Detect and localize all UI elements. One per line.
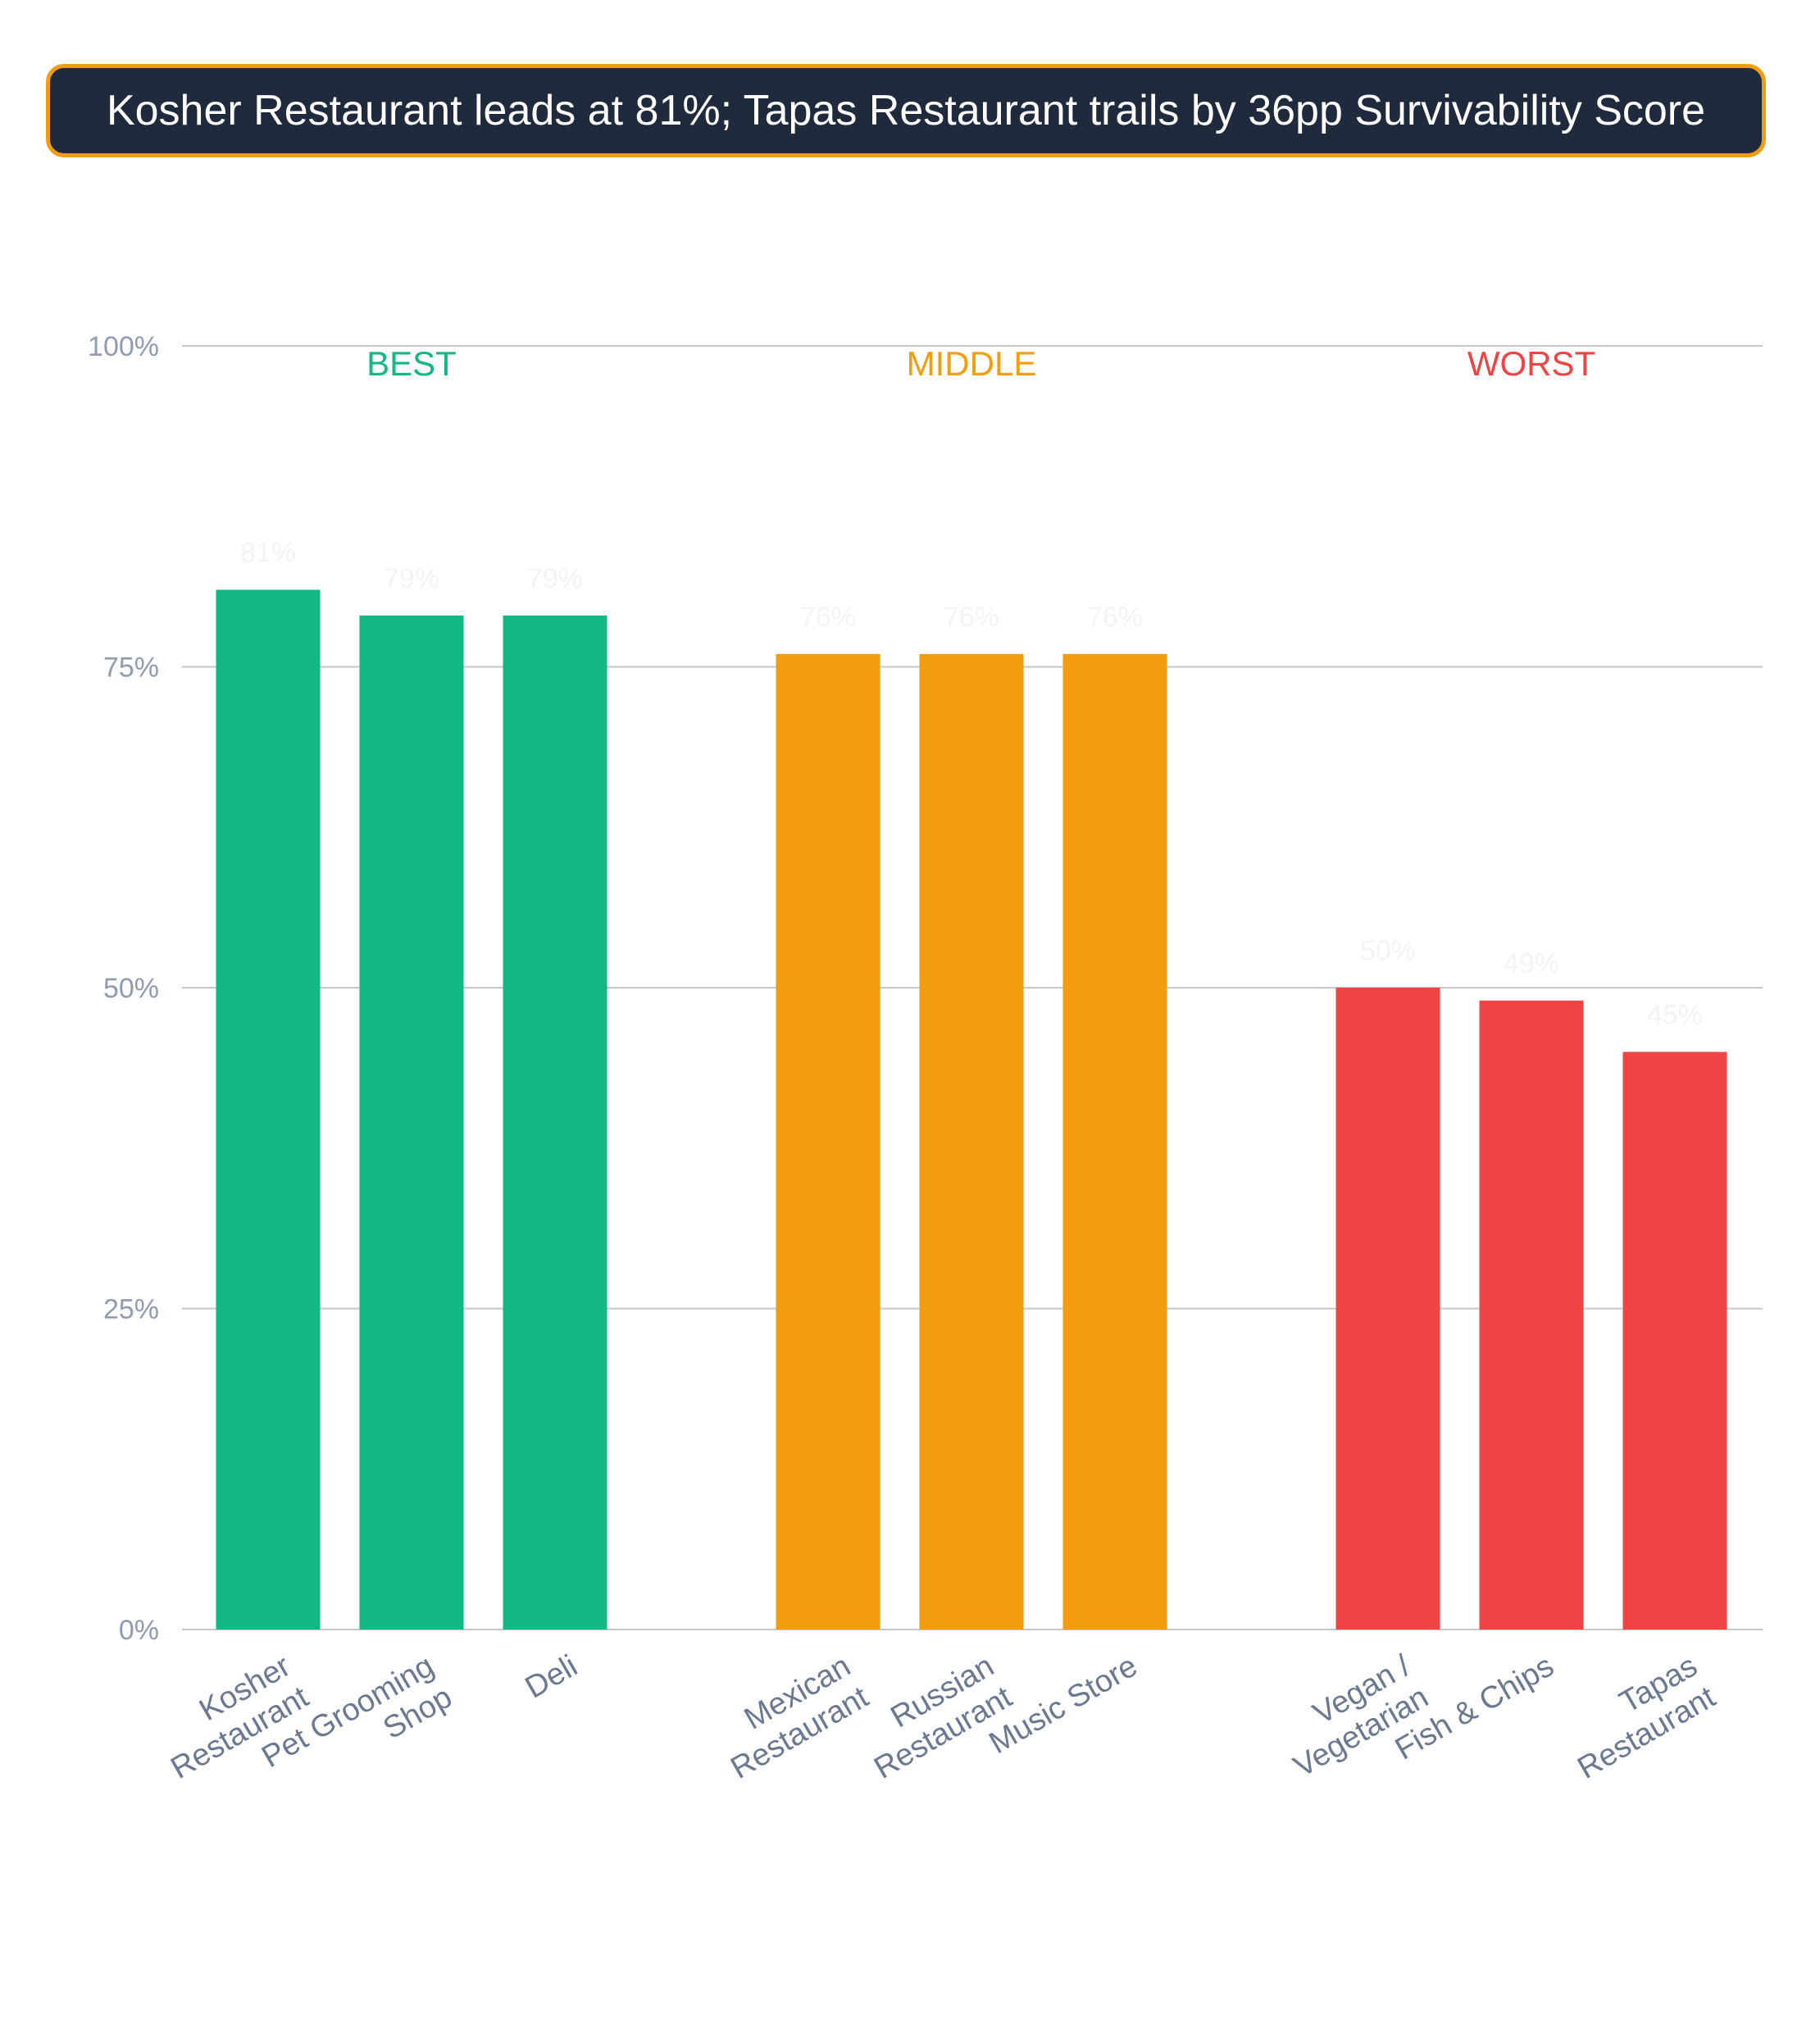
chart-title: Kosher Restaurant leads at 81%; Tapas Re… [106, 87, 1706, 134]
bar [1479, 1000, 1584, 1630]
bar [1335, 988, 1440, 1630]
group-label: WORST [1467, 344, 1595, 383]
bar [216, 589, 321, 1630]
x-tick-label: RussianRestaurant [851, 1648, 1018, 1786]
group-label: MIDDLE [907, 344, 1037, 383]
bar-value-label: 76% [1087, 602, 1143, 633]
bar-value-label: 50% [1360, 935, 1416, 966]
x-tick-label: KosherRestaurant [148, 1648, 315, 1786]
bar [503, 615, 607, 1630]
bar [1622, 1052, 1727, 1630]
y-tick-label: 75% [103, 652, 159, 684]
bar-value-label: 76% [800, 602, 856, 633]
x-tick-label: MexicanRestaurant [708, 1648, 875, 1786]
bar [919, 653, 1024, 1630]
bar [776, 653, 880, 1630]
bar-value-label: 45% [1647, 999, 1703, 1030]
bar-value-label: 81% [240, 538, 296, 569]
bar-value-label: 49% [1504, 948, 1559, 980]
x-tick-label: TapasRestaurant [1554, 1648, 1722, 1786]
group-label: BEST [366, 344, 457, 383]
y-tick-label: 25% [103, 1294, 159, 1325]
y-tick-label: 0% [119, 1615, 159, 1646]
bar-value-label: 79% [527, 563, 583, 594]
bar-value-label: 79% [384, 563, 439, 594]
chart-title-box: Kosher Restaurant leads at 81%; Tapas Re… [46, 64, 1766, 157]
bar [1062, 653, 1167, 1630]
y-tick-label: 50% [103, 973, 159, 1004]
bar [359, 615, 464, 1630]
y-tick-label: 100% [88, 331, 159, 362]
x-tick-label: Deli [520, 1648, 584, 1705]
bar-value-label: 76% [944, 602, 999, 633]
